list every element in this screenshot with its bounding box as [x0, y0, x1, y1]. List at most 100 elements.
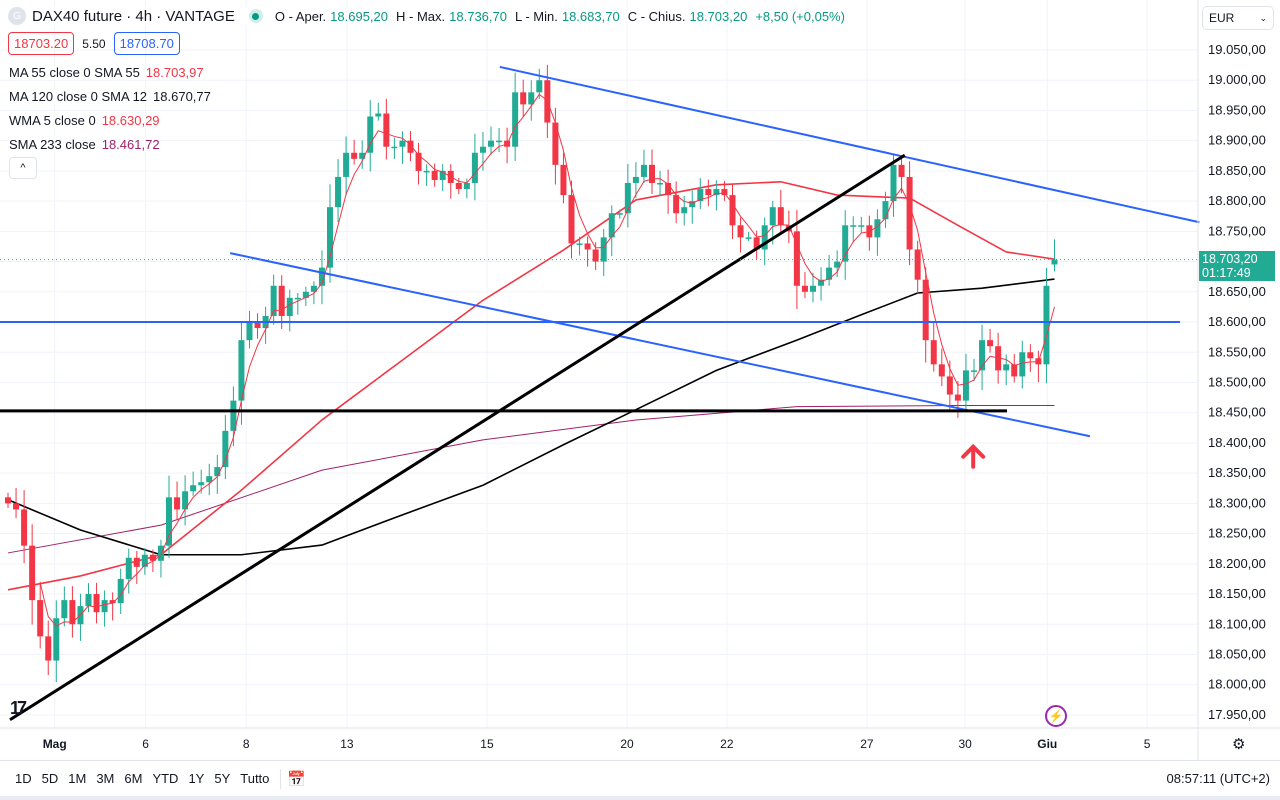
candle-body: [383, 113, 390, 147]
candle-body: [157, 545, 164, 561]
timeframe-5d[interactable]: 5D: [41, 771, 59, 786]
candle: [504, 127, 511, 164]
candle: [182, 475, 189, 526]
candle-body: [914, 249, 921, 280]
candle-body: [649, 164, 655, 183]
timeframe-6m[interactable]: 6M: [124, 771, 143, 786]
price-tick-label: 18.400,00: [1208, 435, 1266, 450]
candle-body: [359, 152, 366, 159]
upper-channel-line: [499, 65, 1200, 224]
candle-body: [946, 376, 953, 395]
candle: [109, 592, 116, 621]
legend-label: MA 120 close 0 SMA 12: [9, 89, 148, 104]
timeframe-5y[interactable]: 5Y: [214, 771, 231, 786]
collapse-legend-button[interactable]: ^: [9, 157, 37, 179]
legend-sma233[interactable]: SMA 233 close 18.461,72: [9, 137, 160, 152]
timeframe-3m[interactable]: 3M: [96, 771, 115, 786]
candle-body: [190, 485, 197, 492]
currency-value: EUR: [1209, 11, 1235, 25]
timeframe-1d[interactable]: 1D: [15, 771, 32, 786]
candle: [496, 127, 503, 153]
candle-body: [214, 467, 221, 477]
candle-body: [632, 176, 639, 183]
candle-body: [149, 554, 156, 561]
sell-button[interactable]: 18703.20: [8, 32, 75, 55]
candle-body: [496, 140, 503, 143]
candle: [351, 139, 358, 165]
candle-body: [890, 164, 897, 202]
candle: [882, 191, 889, 229]
symbol-icon: G: [8, 7, 26, 25]
candle: [826, 254, 833, 286]
legend-ma55[interactable]: MA 55 close 0 SMA 55 18.703,97: [9, 65, 204, 80]
price-tick-label: 19.000,00: [1208, 72, 1266, 87]
tradingview-logo[interactable]: 17: [10, 698, 27, 718]
candle: [608, 205, 615, 257]
candle: [665, 169, 672, 214]
buy-button[interactable]: 18708.70: [113, 32, 180, 55]
close-value: 18.703,20: [689, 8, 748, 24]
candle-body: [600, 237, 607, 262]
legend-label: WMA 5 close 0: [9, 113, 96, 128]
candle-body: [705, 189, 712, 196]
current-price-label: 18.703,20 01:17:49: [1199, 251, 1275, 281]
timeframe-1m[interactable]: 1M: [68, 771, 87, 786]
candle: [906, 161, 913, 266]
lightning-icon[interactable]: ⚡: [1045, 705, 1067, 727]
candle: [1019, 340, 1026, 389]
candle-body: [278, 285, 285, 316]
price-chart[interactable]: 19.050,00 19.000,00 18.950,00 18.900,00 18.8…: [0, 0, 1280, 760]
market-status-icon: [248, 9, 263, 23]
spread: 5.50: [82, 36, 106, 51]
candle-body: [327, 207, 333, 268]
candle-body: [592, 249, 599, 262]
candle: [133, 550, 140, 584]
candle: [922, 267, 929, 363]
candle-body: [528, 92, 535, 105]
price-tick-label: 18.600,00: [1208, 314, 1266, 329]
lower-channel-line: [229, 252, 1091, 438]
candle: [359, 140, 366, 169]
timeframe-1y[interactable]: 1Y: [188, 771, 205, 786]
candle-body: [399, 140, 406, 147]
timeframe-tutto[interactable]: Tutto: [240, 771, 270, 786]
candle: [21, 490, 28, 564]
price-tick-label: 18.100,00: [1208, 616, 1266, 631]
candle: [512, 72, 519, 161]
candle-body: [818, 279, 825, 286]
candle: [174, 481, 181, 521]
candle-body: [5, 497, 11, 504]
candle: [592, 242, 599, 271]
candle-body: [536, 80, 543, 93]
settings-gear-icon[interactable]: ⚙: [1232, 736, 1246, 753]
candle-body: [109, 600, 116, 604]
legend-label: SMA 233 close: [9, 137, 96, 152]
candle-body: [351, 152, 358, 159]
clock[interactable]: 08:57:11 (UTC+2): [1166, 771, 1270, 786]
legend-wma5[interactable]: WMA 5 close 0 18.630,29: [9, 113, 160, 128]
timeframe-ytd[interactable]: YTD: [152, 771, 179, 786]
price-tick-label: 18.750,00: [1208, 223, 1266, 238]
candle-body: [198, 482, 205, 486]
candle-body: [552, 122, 559, 165]
candle-body: [761, 225, 768, 250]
candle: [367, 100, 374, 172]
calendar-goto-icon[interactable]: 📅: [287, 770, 307, 788]
currency-select[interactable]: EUR ⌄: [1202, 6, 1274, 30]
candle: [938, 348, 945, 387]
candle-body: [608, 213, 615, 238]
candle-body: [834, 261, 841, 268]
candle: [632, 162, 639, 198]
candle: [439, 164, 446, 191]
candle: [383, 98, 390, 160]
candle: [455, 177, 462, 195]
quote-panel: 18703.20 5.50 18708.70: [8, 32, 180, 55]
legend-value: 18.630,29: [101, 113, 160, 128]
symbol-title[interactable]: DAX40 future · 4h · VANTAGE: [32, 7, 235, 25]
candle: [520, 79, 527, 117]
candle: [729, 183, 736, 239]
price-tick-label: 18.050,00: [1208, 647, 1266, 662]
ma120-line: [7, 278, 1055, 556]
legend-ma120[interactable]: MA 120 close 0 SMA 12 18.670,77: [9, 89, 211, 104]
chevron-up-icon: ^: [20, 162, 26, 174]
